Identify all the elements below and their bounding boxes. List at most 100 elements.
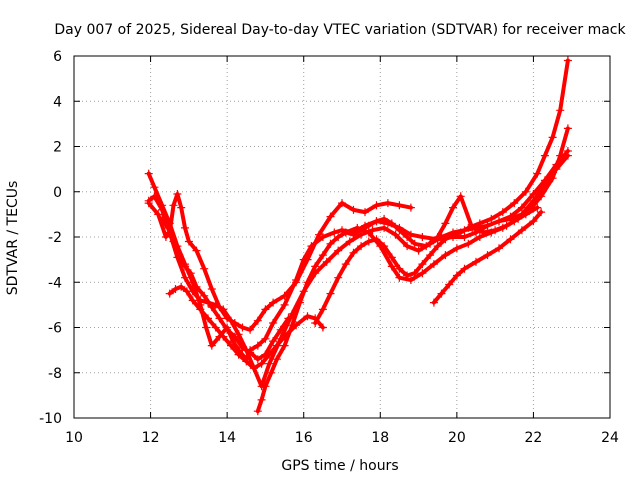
data-point: [537, 208, 546, 217]
data-point: [154, 210, 163, 219]
data-point: [318, 323, 327, 332]
data-point: [207, 285, 216, 293]
data-point: [318, 251, 327, 260]
data-point: [303, 312, 312, 321]
data-point: [418, 233, 427, 241]
data-point: [204, 314, 212, 323]
data-point: [533, 203, 542, 212]
data-point: [230, 319, 239, 327]
data-point: [495, 244, 503, 253]
data-point: [410, 239, 419, 248]
data-point: [372, 235, 381, 244]
series-group: [144, 56, 572, 416]
series-line: [146, 153, 570, 389]
data-point: [311, 262, 320, 271]
data-point: [202, 323, 211, 332]
data-point: [483, 221, 492, 230]
data-point: [257, 395, 266, 404]
data-point: [380, 223, 389, 232]
data-point: [387, 262, 396, 271]
data-point: [357, 226, 366, 235]
data-point: [223, 314, 232, 323]
data-point: [238, 323, 247, 332]
data-point: [361, 208, 369, 217]
data-point: [181, 262, 189, 271]
data-point: [483, 251, 492, 260]
data-point: [219, 332, 228, 341]
y-tick-label: 6: [53, 49, 62, 65]
data-point: [380, 242, 389, 251]
data-point: [284, 314, 293, 323]
y-tick-label: -2: [48, 230, 62, 246]
data-point: [272, 341, 281, 350]
data-point: [418, 269, 427, 278]
data-point: [322, 257, 331, 266]
data-point: [253, 407, 262, 416]
data-point: [372, 217, 381, 226]
data-point: [211, 323, 220, 332]
data-point: [514, 214, 523, 223]
x-tick-label: 20: [448, 430, 466, 446]
data-point: [261, 350, 270, 359]
data-point: [173, 190, 182, 198]
data-point: [406, 276, 415, 284]
data-point: [521, 187, 530, 196]
data-point: [441, 235, 450, 244]
data-point: [395, 264, 404, 273]
data-point: [563, 56, 572, 65]
data-point: [192, 282, 201, 291]
data-point: [330, 228, 339, 237]
data-point: [472, 257, 480, 266]
data-point: [188, 296, 197, 305]
data-point: [338, 199, 346, 208]
data-point: [311, 319, 320, 327]
data-point: [249, 364, 258, 373]
data-point: [230, 332, 239, 341]
data-point: [349, 230, 358, 239]
data-point: [165, 289, 174, 298]
x-tick-label: 14: [218, 430, 236, 446]
x-tick-label: 22: [525, 430, 543, 446]
data-point: [295, 298, 304, 307]
data-point: [502, 221, 511, 230]
data-point: [403, 271, 412, 280]
data-point: [449, 203, 457, 212]
data-point: [364, 228, 373, 237]
data-point: [452, 244, 461, 253]
data-point: [200, 291, 209, 300]
data-point: [269, 337, 278, 346]
series-track-6: [311, 56, 572, 327]
data-point: [556, 151, 565, 160]
x-axis-title: GPS time / hours: [281, 458, 398, 474]
y-tick-label: -4: [48, 275, 62, 291]
x-tick-label: 10: [65, 430, 83, 446]
x-tick-label: 24: [601, 430, 619, 446]
y-tick-label: -8: [48, 366, 62, 382]
data-point: [533, 169, 542, 178]
data-point: [207, 341, 216, 350]
data-point: [318, 305, 327, 314]
data-point: [452, 271, 461, 280]
data-point: [227, 341, 235, 350]
y-tick-label: 4: [53, 94, 62, 110]
data-point: [182, 287, 191, 296]
data-point: [556, 106, 565, 115]
x-tick-label: 12: [142, 430, 160, 446]
data-point: [161, 233, 170, 241]
data-point: [422, 242, 431, 251]
data-point: [175, 251, 184, 260]
series-track-2: [144, 151, 572, 391]
data-point: [341, 260, 350, 269]
data-point: [267, 368, 276, 377]
y-tick-label: 0: [53, 185, 62, 201]
data-point: [441, 219, 450, 228]
data-point: [272, 355, 281, 364]
data-point: [223, 325, 232, 334]
data-point: [429, 298, 438, 307]
data-point: [184, 237, 193, 246]
data-point: [177, 282, 186, 291]
data-point: [315, 230, 323, 239]
series-line: [313, 58, 570, 325]
data-point: [460, 233, 469, 241]
data-point: [479, 228, 488, 237]
